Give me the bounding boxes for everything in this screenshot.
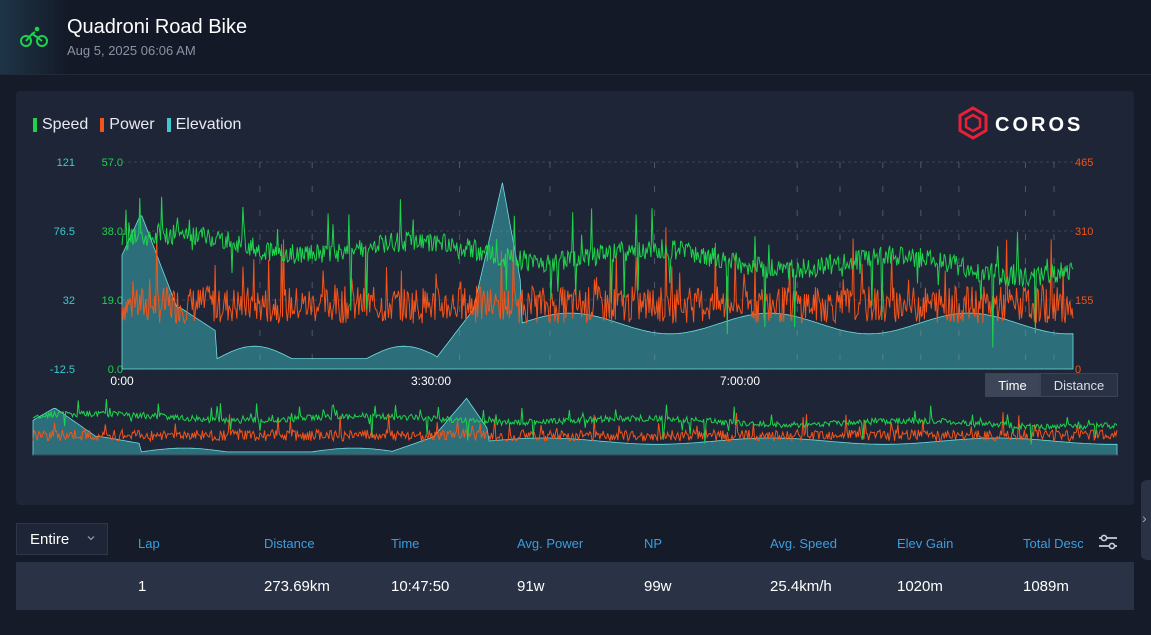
cell-total-descent: 1089m (1023, 578, 1069, 595)
legend-label-speed: Speed (42, 116, 89, 133)
legend-swatch-power (100, 118, 105, 132)
col-header-avg-speed: Avg. Speed (770, 536, 837, 551)
cell-lap: 1 (138, 578, 147, 595)
elevation-tick-label: 32 (63, 295, 75, 307)
cell-np: 99w (644, 578, 672, 595)
coros-logo: COROS (958, 106, 1083, 140)
elevation-tick-label: 121 (57, 157, 75, 169)
legend-label-power: Power (109, 116, 155, 133)
overview-power-line (32, 412, 1118, 443)
elevation-tick-label: 76.5 (54, 226, 75, 238)
table-row[interactable] (16, 562, 1134, 610)
col-header-total-descent-wrap: Total Descent (1023, 530, 1083, 556)
power-tick-label: 465 (1075, 157, 1093, 169)
power-tick-label: 155 (1075, 295, 1093, 307)
cell-elev-gain: 1020m (897, 578, 943, 595)
main-power-line (121, 227, 1074, 325)
elevation-tick-label: -12.5 (50, 364, 75, 376)
cycling-icon (20, 26, 48, 47)
header-glow (0, 0, 70, 74)
activity-datetime: Aug 5, 2025 06:06 AM (67, 43, 196, 58)
speed-tick-label: 57.0 (102, 157, 123, 169)
chevron-down-icon (87, 536, 95, 541)
cell-distance: 273.69km (264, 578, 330, 595)
cell-avg-speed: 25.4km/h (770, 578, 832, 595)
legend-swatch-speed (33, 118, 37, 132)
speed-tick-label: 0.0 (108, 364, 123, 376)
col-header-avg-power: Avg. Power (517, 536, 584, 551)
col-header-elev-gain: Elev Gain (897, 536, 954, 551)
legend-speed[interactable]: Speed (33, 116, 88, 134)
legend-swatch-elevation (166, 118, 171, 132)
col-header-distance: Distance (264, 536, 315, 551)
speed-tick-label: 38.0 (102, 226, 123, 238)
time-tick-label: 0:00 (110, 374, 134, 388)
speed-tick-label: 19.0 (102, 295, 123, 307)
activity-title: Quadroni Road Bike (67, 16, 248, 38)
time-tick-label: 3:30:00 (411, 374, 451, 388)
power-tick-label: 0 (1075, 364, 1081, 376)
chevron-right-icon: › (1142, 510, 1147, 526)
cell-time: 10:47:50 (391, 578, 450, 595)
col-header-time: Time (391, 536, 420, 551)
time-tick-label: 7:00:00 (720, 374, 760, 388)
legend-label-elevation: Elevation (175, 116, 242, 133)
overview-speed-line (32, 398, 1118, 445)
col-header-total-descent: Total Descent (1023, 536, 1083, 551)
lap-select[interactable]: Entire (16, 523, 108, 555)
col-header-np: NP (644, 536, 663, 551)
distance-toggle-button[interactable]: Distance (1040, 373, 1118, 397)
coros-logo-text: COROS (995, 114, 1083, 136)
main-speed-line (121, 196, 1074, 348)
cell-avg-power: 91w (517, 578, 545, 595)
power-tick-label: 310 (1075, 226, 1093, 238)
chart-legend: Speed Power Elevation (33, 116, 241, 134)
col-header-lap: Lap (138, 536, 160, 551)
column-settings-icon[interactable] (1097, 532, 1119, 552)
time-toggle-button[interactable]: Time (985, 373, 1040, 397)
activity-header: Quadroni Road Bike Aug 5, 2025 06:06 AM (0, 0, 1151, 75)
legend-power[interactable]: Power (100, 116, 155, 134)
legend-elevation[interactable]: Elevation (166, 116, 242, 134)
overview-elevation-area (32, 397, 1118, 456)
main-elevation-area (121, 182, 1074, 370)
lap-select-value: Entire (30, 530, 70, 548)
side-panel-handle[interactable]: › (1141, 480, 1151, 560)
